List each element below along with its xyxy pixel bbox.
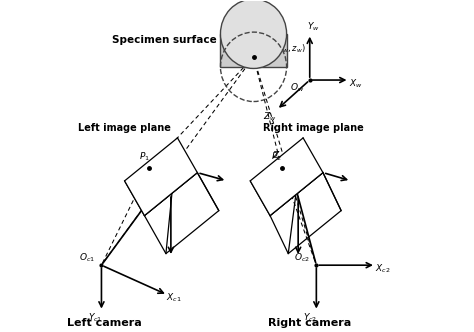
Text: $X_{c2}$: $X_{c2}$ [375,262,390,275]
Text: Right image plane: Right image plane [264,123,364,133]
Text: $O_{c1}$: $O_{c1}$ [79,251,95,264]
Text: $P(x_w,y_w,z_w)$: $P(x_w,y_w,z_w)$ [255,42,306,55]
Text: Left image plane: Left image plane [78,123,171,133]
Ellipse shape [220,0,287,68]
Text: $O_{c2}$: $O_{c2}$ [294,251,310,264]
Text: $X_{c1}$: $X_{c1}$ [166,292,182,304]
Text: $Z_{c1}$: $Z_{c1}$ [170,150,185,162]
Text: Specimen surface: Specimen surface [112,36,217,45]
Text: $Y_{c1}$: $Y_{c1}$ [88,312,102,324]
Text: $P_1$: $P_1$ [139,150,150,163]
Polygon shape [145,173,219,254]
Text: $Z_w$: $Z_w$ [263,110,277,123]
Text: $Y_w$: $Y_w$ [307,21,319,34]
Text: $O_w$: $O_w$ [291,82,305,94]
Polygon shape [270,173,341,254]
Text: Left camera: Left camera [67,318,142,328]
Text: $X_w$: $X_w$ [349,77,363,90]
Polygon shape [220,34,287,67]
Polygon shape [250,138,323,215]
Text: $Z_{c2}$: $Z_{c2}$ [273,150,288,162]
Text: Right camera: Right camera [268,318,351,328]
Text: $P_2$: $P_2$ [271,150,282,163]
Polygon shape [125,138,197,215]
Text: $Y_{c2}$: $Y_{c2}$ [302,312,317,324]
